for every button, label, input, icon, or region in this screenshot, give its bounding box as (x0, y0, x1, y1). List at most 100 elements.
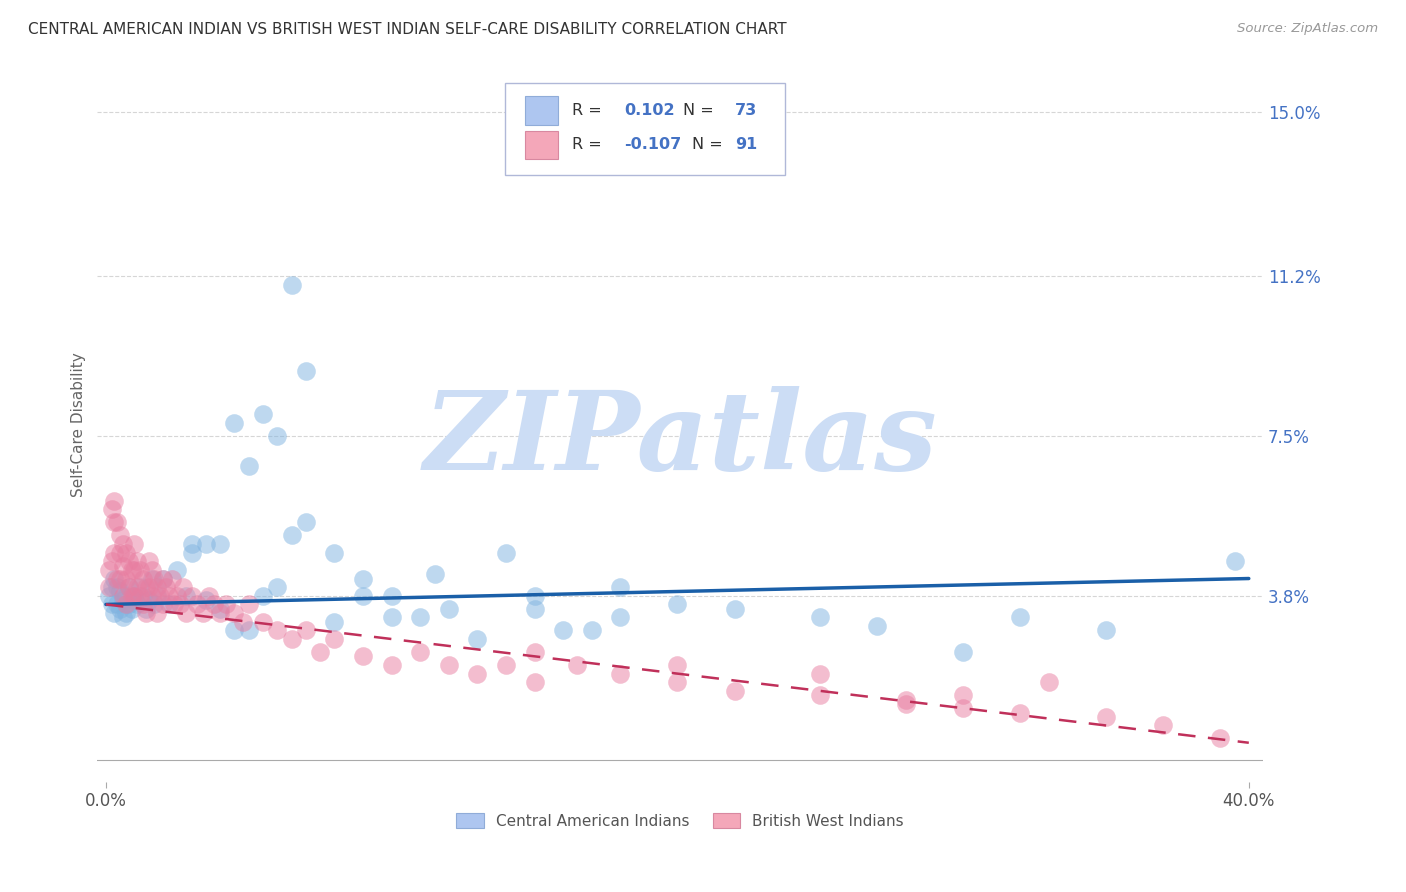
Point (108, 584, 131, 599)
Point (103, 493, 125, 508)
Point (323, 632, 346, 646)
Point (1095, 624, 1118, 638)
Point (952, 701, 974, 715)
Point (224, 416, 246, 430)
Point (209, 537, 232, 551)
Point (523, 645, 546, 659)
Point (152, 572, 174, 586)
Point (112, 593, 135, 607)
Point (952, 688, 974, 702)
Point (423, 567, 446, 582)
Point (467, 632, 489, 646)
Point (132, 589, 155, 603)
Point (280, 632, 302, 646)
Point (149, 589, 172, 603)
Point (108, 528, 131, 542)
Point (143, 572, 166, 586)
Point (112, 537, 135, 551)
Point (186, 598, 208, 612)
Point (808, 688, 831, 702)
Point (105, 598, 128, 612)
Point (609, 666, 631, 681)
Point (309, 645, 332, 659)
Point (280, 528, 302, 542)
Point (124, 593, 146, 607)
Point (132, 598, 155, 612)
Point (138, 580, 160, 594)
Point (894, 697, 917, 711)
Point (108, 545, 131, 559)
Point (238, 598, 260, 612)
Point (112, 558, 135, 573)
Point (100, 554, 122, 568)
Point (215, 598, 238, 612)
Point (152, 572, 174, 586)
Point (266, 580, 288, 594)
Point (495, 545, 517, 559)
Point (666, 675, 689, 690)
Point (1010, 706, 1032, 720)
Point (105, 572, 128, 586)
Point (146, 606, 169, 620)
Point (180, 589, 202, 603)
Text: 91: 91 (735, 137, 758, 153)
Text: -0.107: -0.107 (624, 137, 682, 153)
Point (352, 572, 374, 586)
Point (224, 606, 246, 620)
Point (194, 537, 217, 551)
Point (103, 572, 125, 586)
Point (352, 589, 374, 603)
Point (523, 601, 546, 615)
Point (295, 364, 318, 378)
Point (127, 554, 149, 568)
Point (108, 601, 131, 615)
Point (112, 610, 135, 624)
Point (252, 407, 274, 421)
Point (132, 572, 155, 586)
FancyBboxPatch shape (505, 83, 785, 176)
Point (381, 657, 404, 672)
Point (232, 615, 254, 629)
Point (138, 554, 160, 568)
Point (129, 589, 152, 603)
Point (157, 598, 180, 612)
Point (609, 580, 631, 594)
Text: R =: R = (572, 137, 606, 153)
Text: N =: N = (692, 137, 728, 153)
Point (1152, 718, 1174, 732)
Point (124, 589, 146, 603)
Text: N =: N = (682, 103, 718, 118)
Point (894, 692, 917, 706)
Point (238, 459, 260, 474)
Point (952, 645, 974, 659)
Point (118, 554, 141, 568)
Point (174, 589, 197, 603)
Bar (526, 130, 558, 159)
Point (152, 598, 174, 612)
Point (174, 606, 197, 620)
Point (180, 537, 202, 551)
Point (169, 598, 191, 612)
Point (266, 624, 288, 638)
Point (280, 277, 302, 292)
Point (103, 545, 125, 559)
Point (163, 598, 186, 612)
Point (118, 598, 141, 612)
Point (666, 657, 689, 672)
Point (1038, 675, 1060, 690)
Point (97, 589, 120, 603)
Point (352, 649, 374, 664)
Point (100, 580, 122, 594)
Text: 73: 73 (735, 103, 758, 118)
Point (124, 537, 146, 551)
Point (191, 606, 214, 620)
Point (381, 589, 404, 603)
Point (160, 572, 183, 586)
Point (523, 675, 546, 690)
Point (135, 580, 157, 594)
Point (115, 589, 138, 603)
Point (197, 589, 219, 603)
Point (567, 657, 589, 672)
Point (155, 580, 177, 594)
Point (495, 657, 517, 672)
